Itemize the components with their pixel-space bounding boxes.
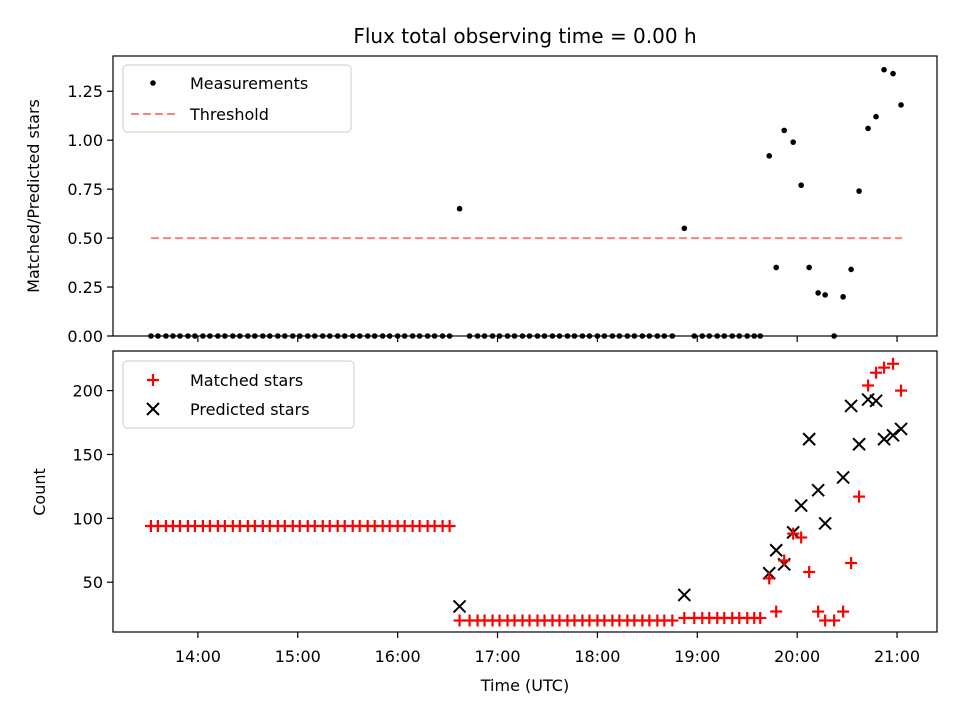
top-legend-box xyxy=(122,64,352,133)
bottom-ytick-label: 150 xyxy=(72,445,103,464)
measurement-point xyxy=(781,127,787,134)
chart-title: Flux total observing time = 0.00 h xyxy=(353,24,696,48)
legend-measurements-marker xyxy=(150,80,156,86)
predicted-star-point xyxy=(886,428,900,443)
matched-star-point xyxy=(778,554,791,567)
measurement-point xyxy=(822,292,828,298)
matched-star-point xyxy=(845,557,858,570)
matched-star-point xyxy=(878,361,891,374)
top-ytick-label: 0.50 xyxy=(67,229,103,248)
matched-star-point xyxy=(895,384,908,397)
x-axis-label: Time (UTC) xyxy=(480,676,569,695)
top-plot-frame xyxy=(112,55,938,337)
top-ytick-label: 1.25 xyxy=(67,82,103,101)
measurement-point xyxy=(881,66,887,73)
top-ytick-label: 0.75 xyxy=(67,180,103,199)
bottom-ytick-label: 200 xyxy=(72,382,103,401)
bottom-xtick-label: 16:00 xyxy=(375,647,421,666)
legend-threshold-label: Threshold xyxy=(189,105,269,124)
predicted-star-point xyxy=(794,498,808,513)
matched-star-point xyxy=(666,614,679,627)
predicted-star-point xyxy=(836,470,850,485)
bottom-y-axis-label: Count xyxy=(30,468,49,516)
bottom-matched-group xyxy=(144,357,908,627)
bottom-xticks-group: 14:00 15:00 16:00 17:00 18:00 19:00 20:00 21:00 xyxy=(175,632,920,666)
measurement-point xyxy=(865,125,871,132)
bottom-xtick-label: 19:00 xyxy=(674,647,720,666)
predicted-star-point xyxy=(894,422,908,436)
legend-matched-marker xyxy=(147,374,159,386)
legend-measurements-label: Measurements xyxy=(190,74,308,93)
measurement-point xyxy=(766,153,773,159)
matched-star-point xyxy=(862,379,875,392)
measurement-point xyxy=(856,188,862,194)
matched-star-point xyxy=(763,572,776,585)
bottom-plot-frame xyxy=(112,350,938,633)
bottom-ytick-label: 100 xyxy=(72,509,103,528)
top-panel: 0.00 0.25 0.50 0.75 1.00 1.25 Matched/Predict… xyxy=(24,55,938,346)
matched-star-point xyxy=(837,605,850,618)
bottom-panel: 50 100 150 200 14:00 15:00 16:00 17:00 18:00 19:… xyxy=(30,350,938,695)
measurement-point xyxy=(848,266,854,273)
measurement-point xyxy=(456,205,463,212)
top-y-axis-label: Matched/Predicted stars xyxy=(24,99,43,293)
bottom-yticks-group: 50 100 150 200 xyxy=(72,382,113,592)
measurement-point xyxy=(798,182,804,189)
matched-star-point xyxy=(870,366,883,379)
predicted-star-point xyxy=(452,599,467,614)
bottom-xtick-label: 21:00 xyxy=(874,647,920,666)
legend-matched-label: Matched stars xyxy=(190,371,303,390)
matched-star-point xyxy=(887,357,900,370)
predicted-star-point xyxy=(802,432,816,446)
measurement-point xyxy=(873,113,879,120)
bottom-xtick-label: 17:00 xyxy=(474,647,520,666)
predicted-star-point xyxy=(811,483,825,497)
measurement-point xyxy=(815,290,821,296)
matched-star-point xyxy=(787,527,800,540)
predicted-star-point xyxy=(844,399,858,413)
matched-star-point xyxy=(770,605,783,618)
legend-predicted-label: Predicted stars xyxy=(190,400,310,419)
matched-star-point xyxy=(443,519,456,532)
matched-star-point xyxy=(803,565,816,578)
predicted-star-point xyxy=(769,543,783,557)
top-ytick-label: 0.00 xyxy=(67,327,103,346)
matched-star-point xyxy=(853,490,866,503)
top-legend: Measurements Threshold xyxy=(122,64,352,133)
top-ytick-label: 1.00 xyxy=(67,131,103,150)
top-yticks-group: 0.00 0.25 0.50 0.75 1.00 1.25 xyxy=(67,82,113,346)
predicted-star-point xyxy=(869,394,883,408)
matched-star-point xyxy=(795,531,808,544)
measurement-point xyxy=(840,294,846,300)
bottom-xtick-label: 15:00 xyxy=(275,647,321,666)
top-ytick-label: 0.25 xyxy=(67,278,103,297)
measurement-point xyxy=(890,70,896,77)
matched-star-point xyxy=(828,614,841,627)
matched-star-point xyxy=(812,605,825,618)
bottom-xtick-label: 18:00 xyxy=(574,647,620,666)
legend-predicted-marker xyxy=(146,402,160,416)
bottom-legend: Matched stars Predicted stars xyxy=(122,360,355,429)
predicted-star-point xyxy=(677,588,692,602)
bottom-legend-box xyxy=(122,360,355,429)
predicted-star-point xyxy=(818,516,832,531)
measurement-point xyxy=(790,139,796,145)
measurement-point xyxy=(773,264,779,271)
measurement-point xyxy=(898,102,904,108)
matched-star-point xyxy=(754,611,767,624)
predicted-star-point xyxy=(877,432,891,446)
bottom-xtick-label: 14:00 xyxy=(175,647,221,666)
measurement-point xyxy=(806,264,812,271)
predicted-star-point xyxy=(852,437,866,451)
bottom-ytick-label: 50 xyxy=(83,573,103,592)
top-xticks-group xyxy=(197,336,898,342)
bottom-xtick-label: 20:00 xyxy=(774,647,820,666)
measurement-point xyxy=(681,225,688,232)
